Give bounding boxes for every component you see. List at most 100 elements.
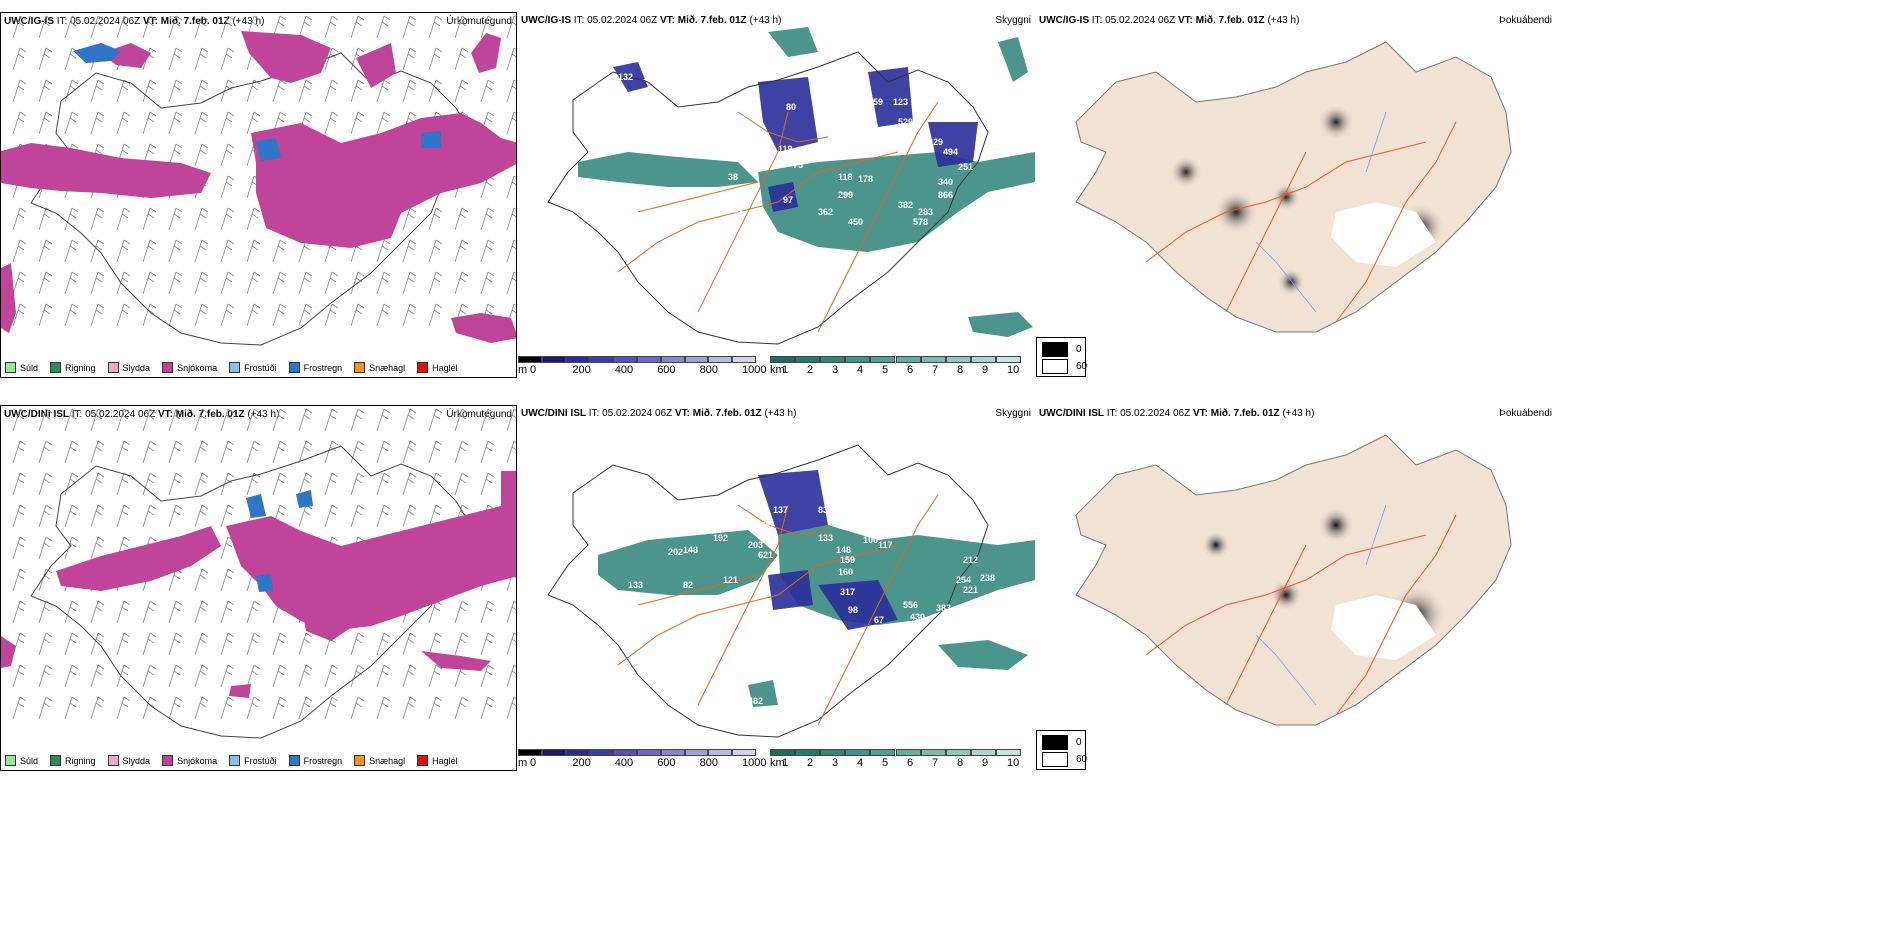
fog-legend-item: 60 [1042, 752, 1087, 767]
wind-barb [142, 15, 157, 39]
roads [617, 494, 939, 726]
wind-barb [220, 664, 235, 688]
visibility-value-label: 133 [818, 533, 834, 543]
colorbar-tick: 600 [657, 364, 676, 376]
visibility-value-label: 80 [786, 102, 797, 112]
wind-barb [376, 408, 391, 432]
wind-barb [480, 271, 495, 295]
wind-barb [168, 632, 183, 656]
wind-barb [12, 600, 27, 624]
wind-barb [142, 472, 157, 496]
wind-barb [480, 79, 495, 103]
rivers [1255, 111, 1387, 313]
wind-barb [298, 504, 313, 528]
colorbar-segment [684, 356, 709, 363]
wind-barb [12, 303, 27, 327]
wind-barb [12, 239, 27, 263]
wind-barb [38, 79, 53, 103]
legend-item: Snæhagl [354, 755, 405, 766]
panel-title: UWC/DINI ISL IT: 05.02.2024 06Z VT: Mið.… [1039, 408, 1315, 419]
wind-barb [194, 303, 209, 327]
fog-panel-bottom: UWC/DINI ISL IT: 05.02.2024 06Z VT: Mið.… [1036, 405, 1556, 750]
wind-barb [168, 600, 183, 624]
wind-barb [64, 271, 79, 295]
wind-barb [454, 632, 469, 656]
wind-barb [272, 440, 287, 464]
wind-barb [168, 207, 183, 231]
wind-barb [350, 79, 365, 103]
visibility-value-label: 203 [748, 540, 764, 550]
colorbar-segment [795, 749, 821, 756]
wind-barb [12, 536, 27, 560]
wind-barb [428, 239, 443, 263]
wind-barb [90, 440, 105, 464]
wind-barb [90, 504, 105, 528]
wind-barb [90, 239, 105, 263]
visibility-value-label: 192 [713, 533, 729, 543]
legend-swatch [354, 362, 366, 373]
wind-barb [246, 696, 261, 720]
wind-barb [116, 440, 131, 464]
visibility-value-label: 299 [838, 190, 854, 200]
fog-map [1075, 41, 1512, 333]
colorbar-tick: 0 [530, 364, 537, 376]
legend-swatch [229, 362, 241, 373]
wind-barb [90, 664, 105, 688]
wind-barb [428, 632, 443, 656]
colorbar-segment [589, 356, 614, 363]
legend-item: Snæhagl [354, 362, 405, 373]
colorbar-tick: 3 [832, 757, 839, 769]
visibility-value-label: 430 [910, 612, 926, 622]
wind-barb [220, 143, 235, 167]
wind-barb [350, 303, 365, 327]
wind-barb [454, 239, 469, 263]
colorbar-segment [565, 749, 590, 756]
wind-barb [376, 440, 391, 464]
wind-barb [12, 271, 27, 295]
legend-item: Frostregn [288, 755, 342, 766]
wind-barb [64, 664, 79, 688]
wind-barb [220, 504, 235, 528]
visibility-value-label: 578 [913, 217, 929, 227]
iceland-outline [547, 444, 989, 738]
legend-swatch [5, 362, 16, 373]
legend-label: Rigning [65, 362, 96, 373]
colorbar-tick: 8 [957, 757, 964, 769]
wind-barb [480, 632, 495, 656]
wind-barb [90, 15, 105, 39]
wind-barb [116, 696, 131, 720]
wind-barb [220, 47, 235, 71]
colorbar-segment [895, 356, 921, 363]
visibility-colorbar-bottom: km 1 2 3 4 5 6 7 8 9 10 [770, 749, 1035, 771]
snow-areas [1, 471, 516, 698]
wind-barb [38, 696, 53, 720]
glacier [1331, 595, 1436, 660]
cloud-base-areas [613, 62, 978, 212]
wind-barb [90, 600, 105, 624]
wind-barb [298, 79, 313, 103]
colorbar-tick: 400 [614, 364, 634, 376]
wind-barb [116, 15, 131, 39]
wind-barb [194, 664, 209, 688]
wind-barb [428, 440, 443, 464]
wind-barb [220, 696, 235, 720]
wind-barb [142, 408, 157, 432]
colorbar-unit: km [770, 757, 785, 769]
legend-item: Rigning [50, 755, 96, 766]
iceland-outline [30, 445, 472, 739]
wind-barb [376, 239, 391, 263]
wind-barb [194, 472, 209, 496]
wind-barb [220, 239, 235, 263]
wind-barb [38, 632, 53, 656]
colorbar-segment [565, 356, 590, 363]
wind-barb [506, 239, 516, 263]
wind-barb [428, 664, 443, 688]
colorbar-segment [637, 749, 661, 756]
wind-barb [324, 271, 339, 295]
wind-barb [480, 408, 495, 432]
wind-barb [38, 440, 53, 464]
precip-map [1, 408, 516, 739]
visibility-value-label: 159 [840, 555, 856, 565]
wind-barb [324, 696, 339, 720]
visibility-value-label: 119 [778, 144, 793, 154]
